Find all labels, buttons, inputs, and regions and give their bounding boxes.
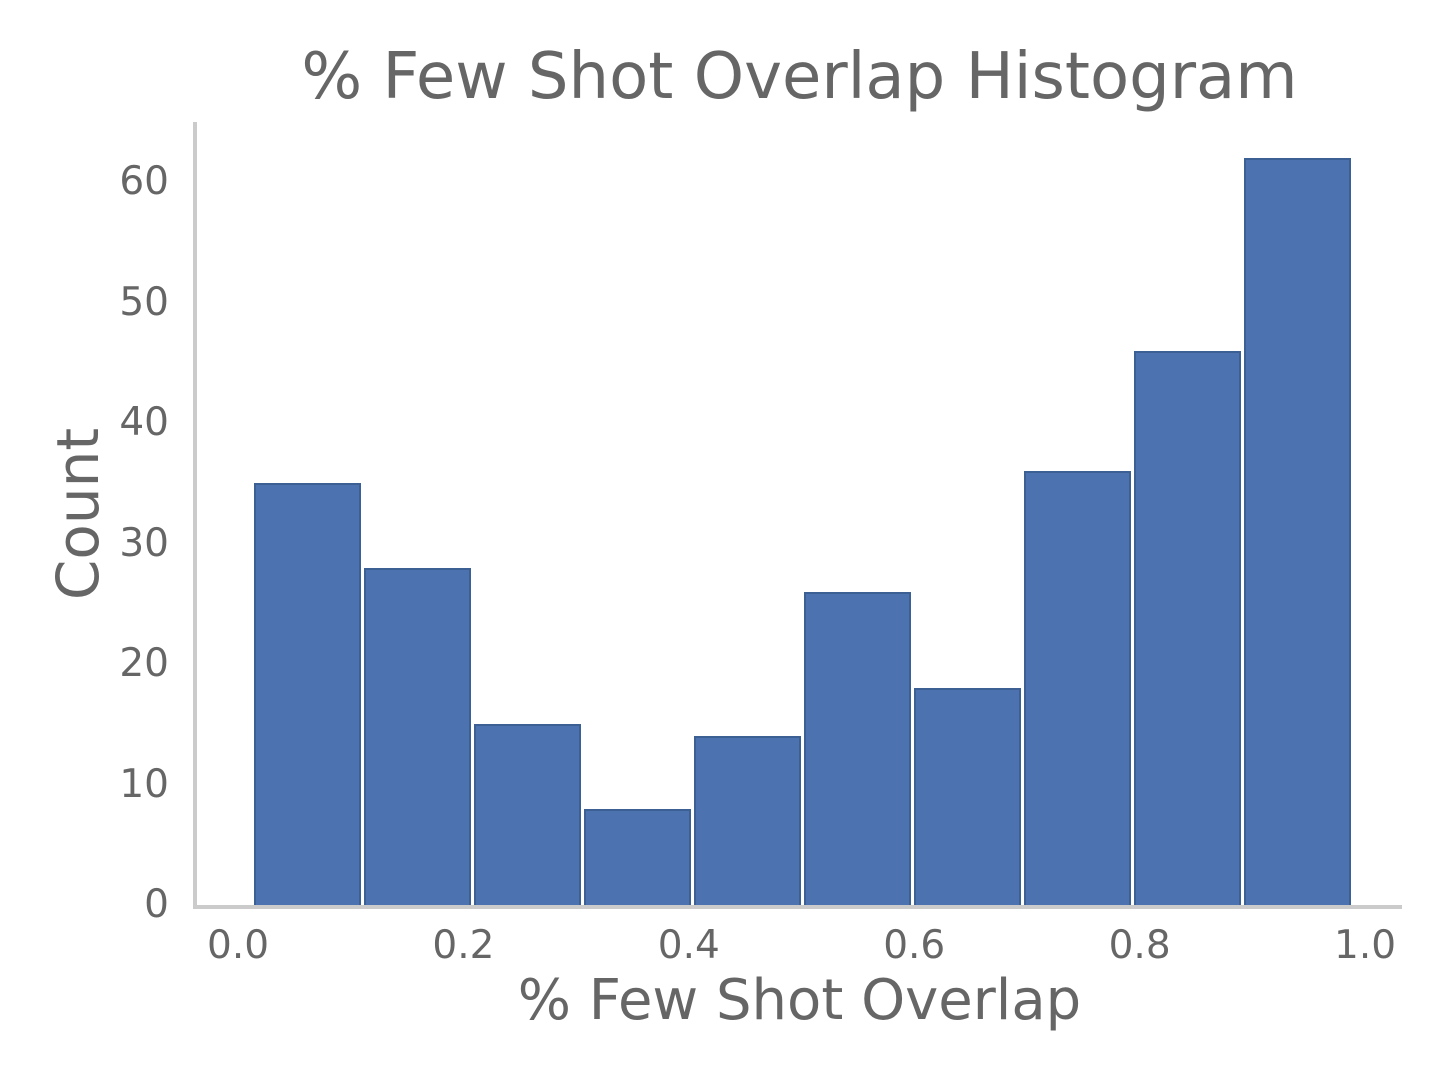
x-axis-label: % Few Shot Overlap xyxy=(517,968,1082,1033)
histogram-bar xyxy=(914,688,1022,905)
histogram-bar xyxy=(584,808,692,905)
x-tick-label: 0.4 xyxy=(657,923,720,968)
histogram-bar xyxy=(474,724,582,905)
histogram-bar xyxy=(694,736,802,905)
y-tick-label: 0 xyxy=(144,882,169,927)
x-tick-label: 0.2 xyxy=(432,923,495,968)
x-tick-label: 0.8 xyxy=(1108,923,1171,968)
histogram-bar xyxy=(1134,350,1242,905)
x-tick-label: 0.0 xyxy=(207,923,270,968)
y-tick-label: 60 xyxy=(119,159,169,205)
histogram-bar xyxy=(804,591,912,905)
histogram-bar xyxy=(254,483,362,905)
y-tick-label: 20 xyxy=(119,641,169,687)
y-tick-label: 30 xyxy=(119,520,169,566)
histogram-bar xyxy=(364,567,472,905)
x-tick-label: 1.0 xyxy=(1334,923,1397,968)
y-tick-label: 40 xyxy=(119,400,169,446)
y-tick-label: 50 xyxy=(119,279,169,325)
y-tick-label: 10 xyxy=(119,761,169,807)
x-tick-label: 0.6 xyxy=(883,923,946,968)
y-axis-label: Count xyxy=(44,427,112,601)
plot-area xyxy=(193,122,1402,909)
histogram-bar xyxy=(1024,471,1132,905)
chart-title: % Few Shot Overlap Histogram xyxy=(301,40,1298,114)
histogram-bar xyxy=(1244,158,1352,905)
